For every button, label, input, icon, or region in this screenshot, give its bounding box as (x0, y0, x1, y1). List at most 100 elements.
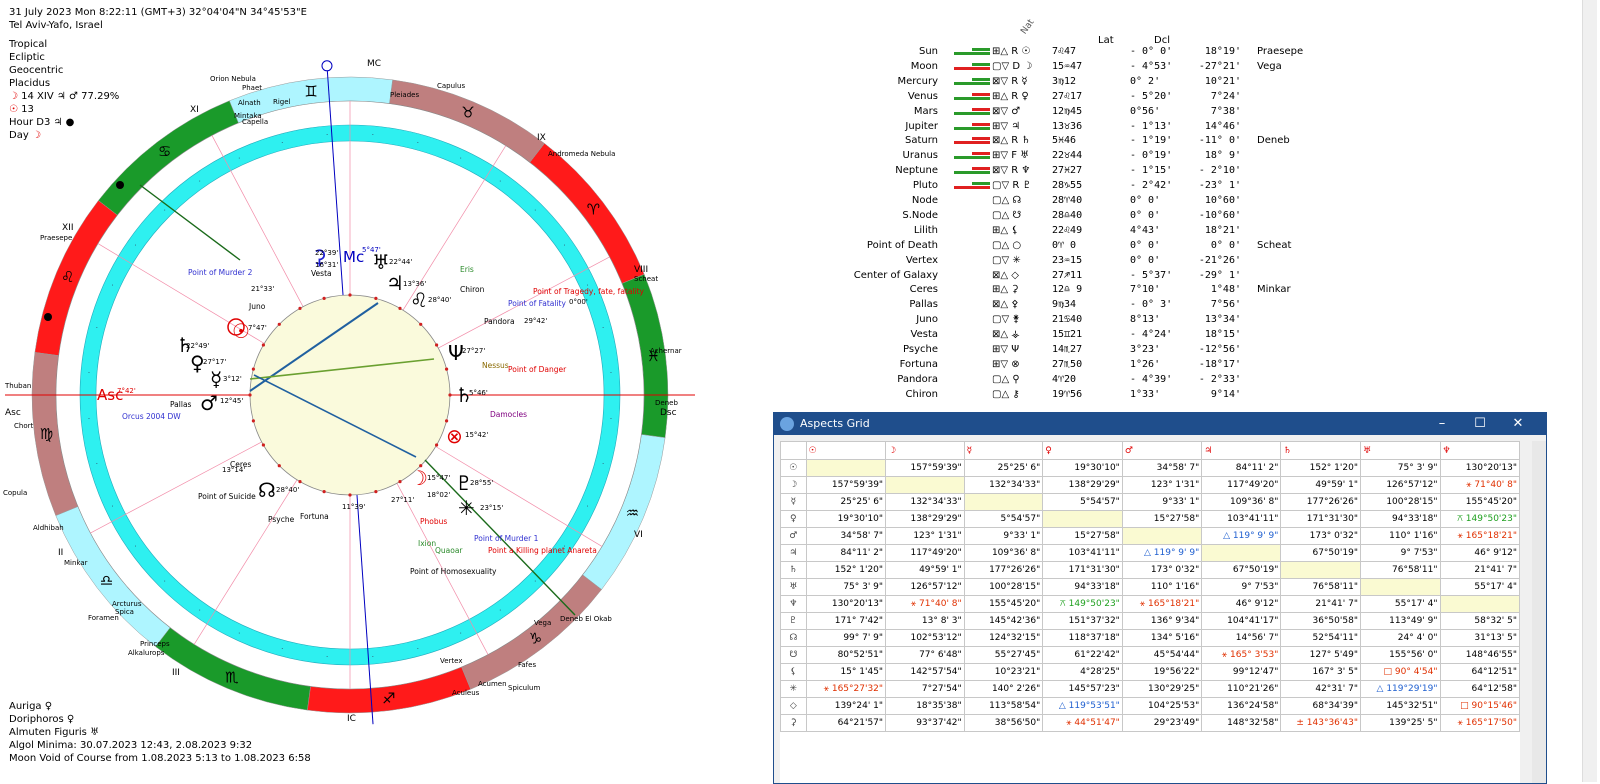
grid-cell[interactable]: 10°23'21" (963, 663, 1044, 681)
grid-cell[interactable]: 64°12'51" (1439, 663, 1520, 681)
grid-cell[interactable]: 25°25' 6" (805, 493, 887, 511)
grid-cell[interactable]: 145°57'23" (1042, 680, 1123, 698)
grid-cell[interactable]: 84°11' 2" (1201, 459, 1282, 477)
grid-cell[interactable]: 134° 5'16" (1121, 629, 1203, 647)
grid-cell[interactable]: 80°52'51" (805, 646, 887, 664)
grid-col-header[interactable]: ☿ (963, 441, 1044, 460)
grid-cell[interactable]: 103°41'11" (1201, 510, 1282, 528)
grid-cell[interactable]: 94°33'18" (1359, 510, 1441, 528)
grid-cell[interactable]: △ 119° 9' 9" (1201, 527, 1282, 545)
grid-cell[interactable]: 117°49'20" (1201, 476, 1282, 494)
grid-cell[interactable]: 177°26'26" (1280, 493, 1361, 511)
grid-cell[interactable]: 38°56'50" (963, 714, 1044, 732)
grid-cell[interactable]: 75° 3' 9" (805, 578, 887, 596)
grid-cell[interactable]: 15°27'58" (1042, 527, 1123, 545)
grid-row-header[interactable]: ♇ (780, 612, 807, 630)
grid-cell[interactable]: 19°30'10" (805, 510, 887, 528)
grid-cell[interactable]: 5°54'57" (1042, 493, 1123, 511)
grid-cell[interactable]: 100°28'15" (963, 578, 1044, 596)
grid-cell[interactable] (1439, 595, 1520, 613)
grid-cell[interactable]: 132°34'33" (885, 493, 965, 511)
grid-cell[interactable]: 155°45'20" (1439, 493, 1520, 511)
grid-cell[interactable]: 167° 3' 5" (1280, 663, 1361, 681)
grid-cell[interactable]: 21°41' 7" (1280, 595, 1361, 613)
grid-col-header[interactable]: ♂ (1121, 441, 1203, 460)
grid-col-header[interactable]: ♃ (1201, 441, 1282, 460)
grid-cell[interactable] (1280, 561, 1361, 579)
grid-cell[interactable]: 55°27'45" (963, 646, 1044, 664)
grid-cell[interactable]: △ 119°53'51" (1042, 697, 1123, 715)
grid-cell[interactable]: 124°32'15" (963, 629, 1044, 647)
main-scrollbar[interactable] (1582, 0, 1597, 782)
grid-cell[interactable]: 157°59'39" (805, 476, 887, 494)
grid-cell[interactable]: 130°20'13" (805, 595, 887, 613)
grid-cell[interactable]: 99°12'47" (1201, 663, 1282, 681)
grid-cell[interactable] (1042, 510, 1123, 528)
planet-row[interactable]: Moon ▢▽ D ☽ 15♒47 - 4°53' -27°21' Vega (820, 61, 1380, 76)
maximize-button[interactable]: ☐ (1474, 416, 1486, 431)
planet-row[interactable]: Mars ⊠▽ ♂ 12♍45 0°56' 7°38' (820, 106, 1380, 121)
grid-cell[interactable] (1359, 578, 1441, 596)
planet-row[interactable]: Node ▢△ ☊ 28♈40 0° 0' 10°60' (820, 195, 1380, 210)
grid-cell[interactable]: 123° 1'31" (885, 527, 965, 545)
grid-cell[interactable]: □ 90° 4'54" (1359, 663, 1441, 681)
planet-row[interactable]: Jupiter ⊞▽ ♃ 13♉36 - 1°13' 14°46' (820, 121, 1380, 136)
grid-row-header[interactable]: ✳ (780, 680, 807, 698)
grid-row-header[interactable]: ☿ (780, 493, 807, 511)
grid-cell[interactable]: 102°53'12" (885, 629, 965, 647)
grid-col-header[interactable]: ♀ (1042, 441, 1123, 460)
grid-cell[interactable]: 104°25'53" (1121, 697, 1203, 715)
grid-cell[interactable]: 9°33' 1" (963, 527, 1044, 545)
grid-cell[interactable]: ⚻ 149°50'23" (1439, 510, 1520, 528)
grid-row-header[interactable]: ♂ (780, 527, 807, 545)
natal-chart-wheel[interactable]: ♈ ♉ ♊ ♋ ♌ ♍ ♎ ♏ ♐ ♑ ♒ ♓ · · · · · · · · · · · · · · · · · · · · · · · · · · · ·… (0, 50, 700, 740)
grid-col-header[interactable]: ♆ (1439, 441, 1520, 460)
grid-cell[interactable]: 49°59' 1" (885, 561, 965, 579)
grid-cell[interactable]: 25°25' 6" (963, 459, 1044, 477)
grid-cell[interactable]: ⚹ 44°51'47" (1042, 714, 1123, 732)
grid-cell[interactable]: 155°45'20" (963, 595, 1044, 613)
grid-cell[interactable]: ⚹ 165°18'21" (1121, 595, 1203, 613)
grid-cell[interactable]: 138°29'29" (885, 510, 965, 528)
planet-row[interactable]: Chiron ▢△ ⚷ 19♈56 1°33' 9°14' (820, 389, 1380, 404)
grid-cell[interactable]: 127° 5'49" (1280, 646, 1361, 664)
grid-cell[interactable]: 173° 0'32" (1121, 561, 1203, 579)
planet-row[interactable]: Pandora ▢△ ⚲ 4♈20 - 4°39' - 2°33' (820, 374, 1380, 389)
grid-cell[interactable]: 24° 4' 0" (1359, 629, 1441, 647)
grid-cell[interactable]: △ 119° 9' 9" (1121, 544, 1203, 562)
grid-row-header[interactable]: ♄ (780, 561, 807, 579)
grid-cell[interactable] (963, 493, 1044, 511)
grid-cell[interactable]: 19°30'10" (1042, 459, 1123, 477)
grid-cell[interactable]: 130°20'13" (1439, 459, 1520, 477)
grid-cell[interactable]: 76°58'11" (1280, 578, 1361, 596)
grid-cell[interactable]: 68°34'39" (1280, 697, 1361, 715)
grid-cell[interactable]: 61°22'42" (1042, 646, 1123, 664)
grid-cell[interactable]: 138°29'29" (1042, 476, 1123, 494)
grid-cell[interactable]: 84°11' 2" (805, 544, 887, 562)
grid-cell[interactable]: □ 90°15'46" (1439, 697, 1520, 715)
grid-cell[interactable]: 148°32'58" (1201, 714, 1282, 732)
grid-row-header[interactable]: ◇ (780, 697, 807, 715)
grid-cell[interactable]: 9° 7'53" (1201, 578, 1282, 596)
planet-row[interactable]: S.Node ▢△ ☋ 28♎40 0° 0' -10°60' (820, 210, 1380, 225)
grid-cell[interactable]: 4°28'25" (1042, 663, 1123, 681)
grid-cell[interactable]: 151°37'32" (1042, 612, 1123, 630)
grid-cell[interactable]: 110° 1'16" (1359, 527, 1441, 545)
grid-cell[interactable]: 34°58' 7" (1121, 459, 1203, 477)
planet-row[interactable]: Saturn ⊠△ R ♄ 5♓46 - 1°19' -11° 0' Deneb (820, 135, 1380, 150)
grid-cell[interactable]: 76°58'11" (1359, 561, 1441, 579)
grid-cell[interactable]: ⚹ 71°40' 8" (885, 595, 965, 613)
planet-row[interactable]: Ceres ⊞△ ⚳ 12♎ 9 7°10' 1°48' Minkar (820, 284, 1380, 299)
grid-cell[interactable]: 77° 6'48" (885, 646, 965, 664)
grid-cell[interactable]: 21°41' 7" (1439, 561, 1520, 579)
planet-row[interactable]: Point of Death ▢△ ○ 0♈ 0 0° 0' 0° 0' Schea… (820, 240, 1380, 255)
grid-cell[interactable]: 18°35'38" (885, 697, 965, 715)
close-button[interactable]: ✕ (1512, 416, 1524, 431)
grid-cell[interactable]: 14°56' 7" (1201, 629, 1282, 647)
grid-cell[interactable]: 117°49'20" (885, 544, 965, 562)
grid-cell[interactable]: 15° 1'45" (805, 663, 887, 681)
grid-cell[interactable]: 15°27'58" (1121, 510, 1203, 528)
grid-cell[interactable]: △ 119°29'19" (1359, 680, 1441, 698)
grid-cell[interactable]: 139°25' 5" (1359, 714, 1441, 732)
grid-cell[interactable]: 173° 0'32" (1280, 527, 1361, 545)
